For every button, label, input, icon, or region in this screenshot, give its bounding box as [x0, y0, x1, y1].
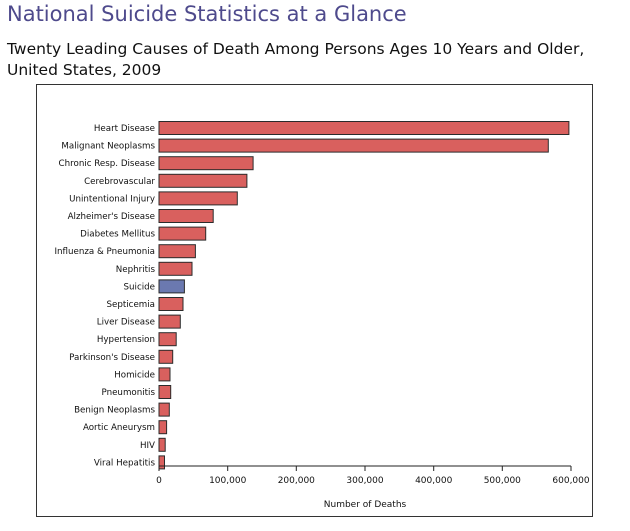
- category-label: Influenza & Pneumonia: [54, 247, 155, 257]
- category-label: Liver Disease: [97, 318, 155, 328]
- bar: [158, 297, 184, 311]
- category-label: Diabetes Mellitus: [80, 230, 155, 240]
- x-tick-label: 300,000: [346, 476, 383, 486]
- bar: [158, 173, 248, 188]
- category-label: Septicemia: [106, 300, 155, 310]
- bar: [158, 156, 254, 171]
- x-tick-label: 400,000: [415, 476, 452, 486]
- bar: [158, 261, 193, 276]
- category-label: Aortic Aneurysm: [83, 423, 155, 433]
- category-label: Unintentional Injury: [69, 194, 155, 204]
- bar: [158, 121, 570, 135]
- bar: [158, 209, 214, 223]
- page-title: National Suicide Statistics at a Glance: [7, 2, 407, 26]
- bar: [158, 367, 171, 382]
- category-label: Malignant Neoplasms: [61, 142, 155, 152]
- bar: [158, 332, 177, 347]
- category-label: Cerebrovascular: [84, 177, 155, 187]
- bar: [158, 279, 185, 294]
- bar: [158, 402, 170, 417]
- category-label: Alzheimer's Disease: [68, 212, 155, 222]
- bar: [158, 437, 166, 452]
- x-tick-label: 500,000: [484, 476, 521, 486]
- x-axis-title: Number of Deaths: [324, 500, 407, 510]
- bar: [158, 385, 172, 399]
- category-label: Benign Neoplasms: [74, 406, 155, 416]
- category-label: Parkinson's Disease: [69, 353, 155, 363]
- bar: [158, 420, 168, 435]
- chart-heading: Twenty Leading Causes of Death Among Per…: [7, 40, 585, 79]
- bar: [158, 314, 181, 329]
- x-tick-label: 100,000: [209, 476, 246, 486]
- x-tick-label: 200,000: [278, 476, 315, 486]
- category-label: Pneumonitis: [102, 388, 156, 398]
- bar: [158, 226, 207, 241]
- bar: [158, 349, 174, 364]
- bar: [158, 244, 196, 259]
- category-label: Heart Disease: [94, 124, 155, 134]
- category-label: Suicide: [124, 282, 155, 292]
- category-label: Hypertension: [97, 335, 155, 345]
- category-label: HIV: [140, 441, 155, 451]
- bar: [158, 455, 165, 470]
- category-label: Nephritis: [116, 265, 156, 275]
- bar-chart: Heart Disease Malignant Neoplasms Chronic …: [54, 121, 590, 510]
- x-tick-label: 0: [156, 476, 162, 486]
- chart-frame: Heart Disease Malignant Neoplasms Chronic …: [36, 84, 593, 517]
- category-label: Homicide: [114, 370, 155, 380]
- category-label: Viral Hepatitis: [94, 458, 156, 468]
- x-tick-label: 600,000: [552, 476, 589, 486]
- bar: [158, 191, 238, 206]
- category-label: Chronic Resp. Disease: [59, 159, 155, 169]
- bar: [158, 138, 549, 153]
